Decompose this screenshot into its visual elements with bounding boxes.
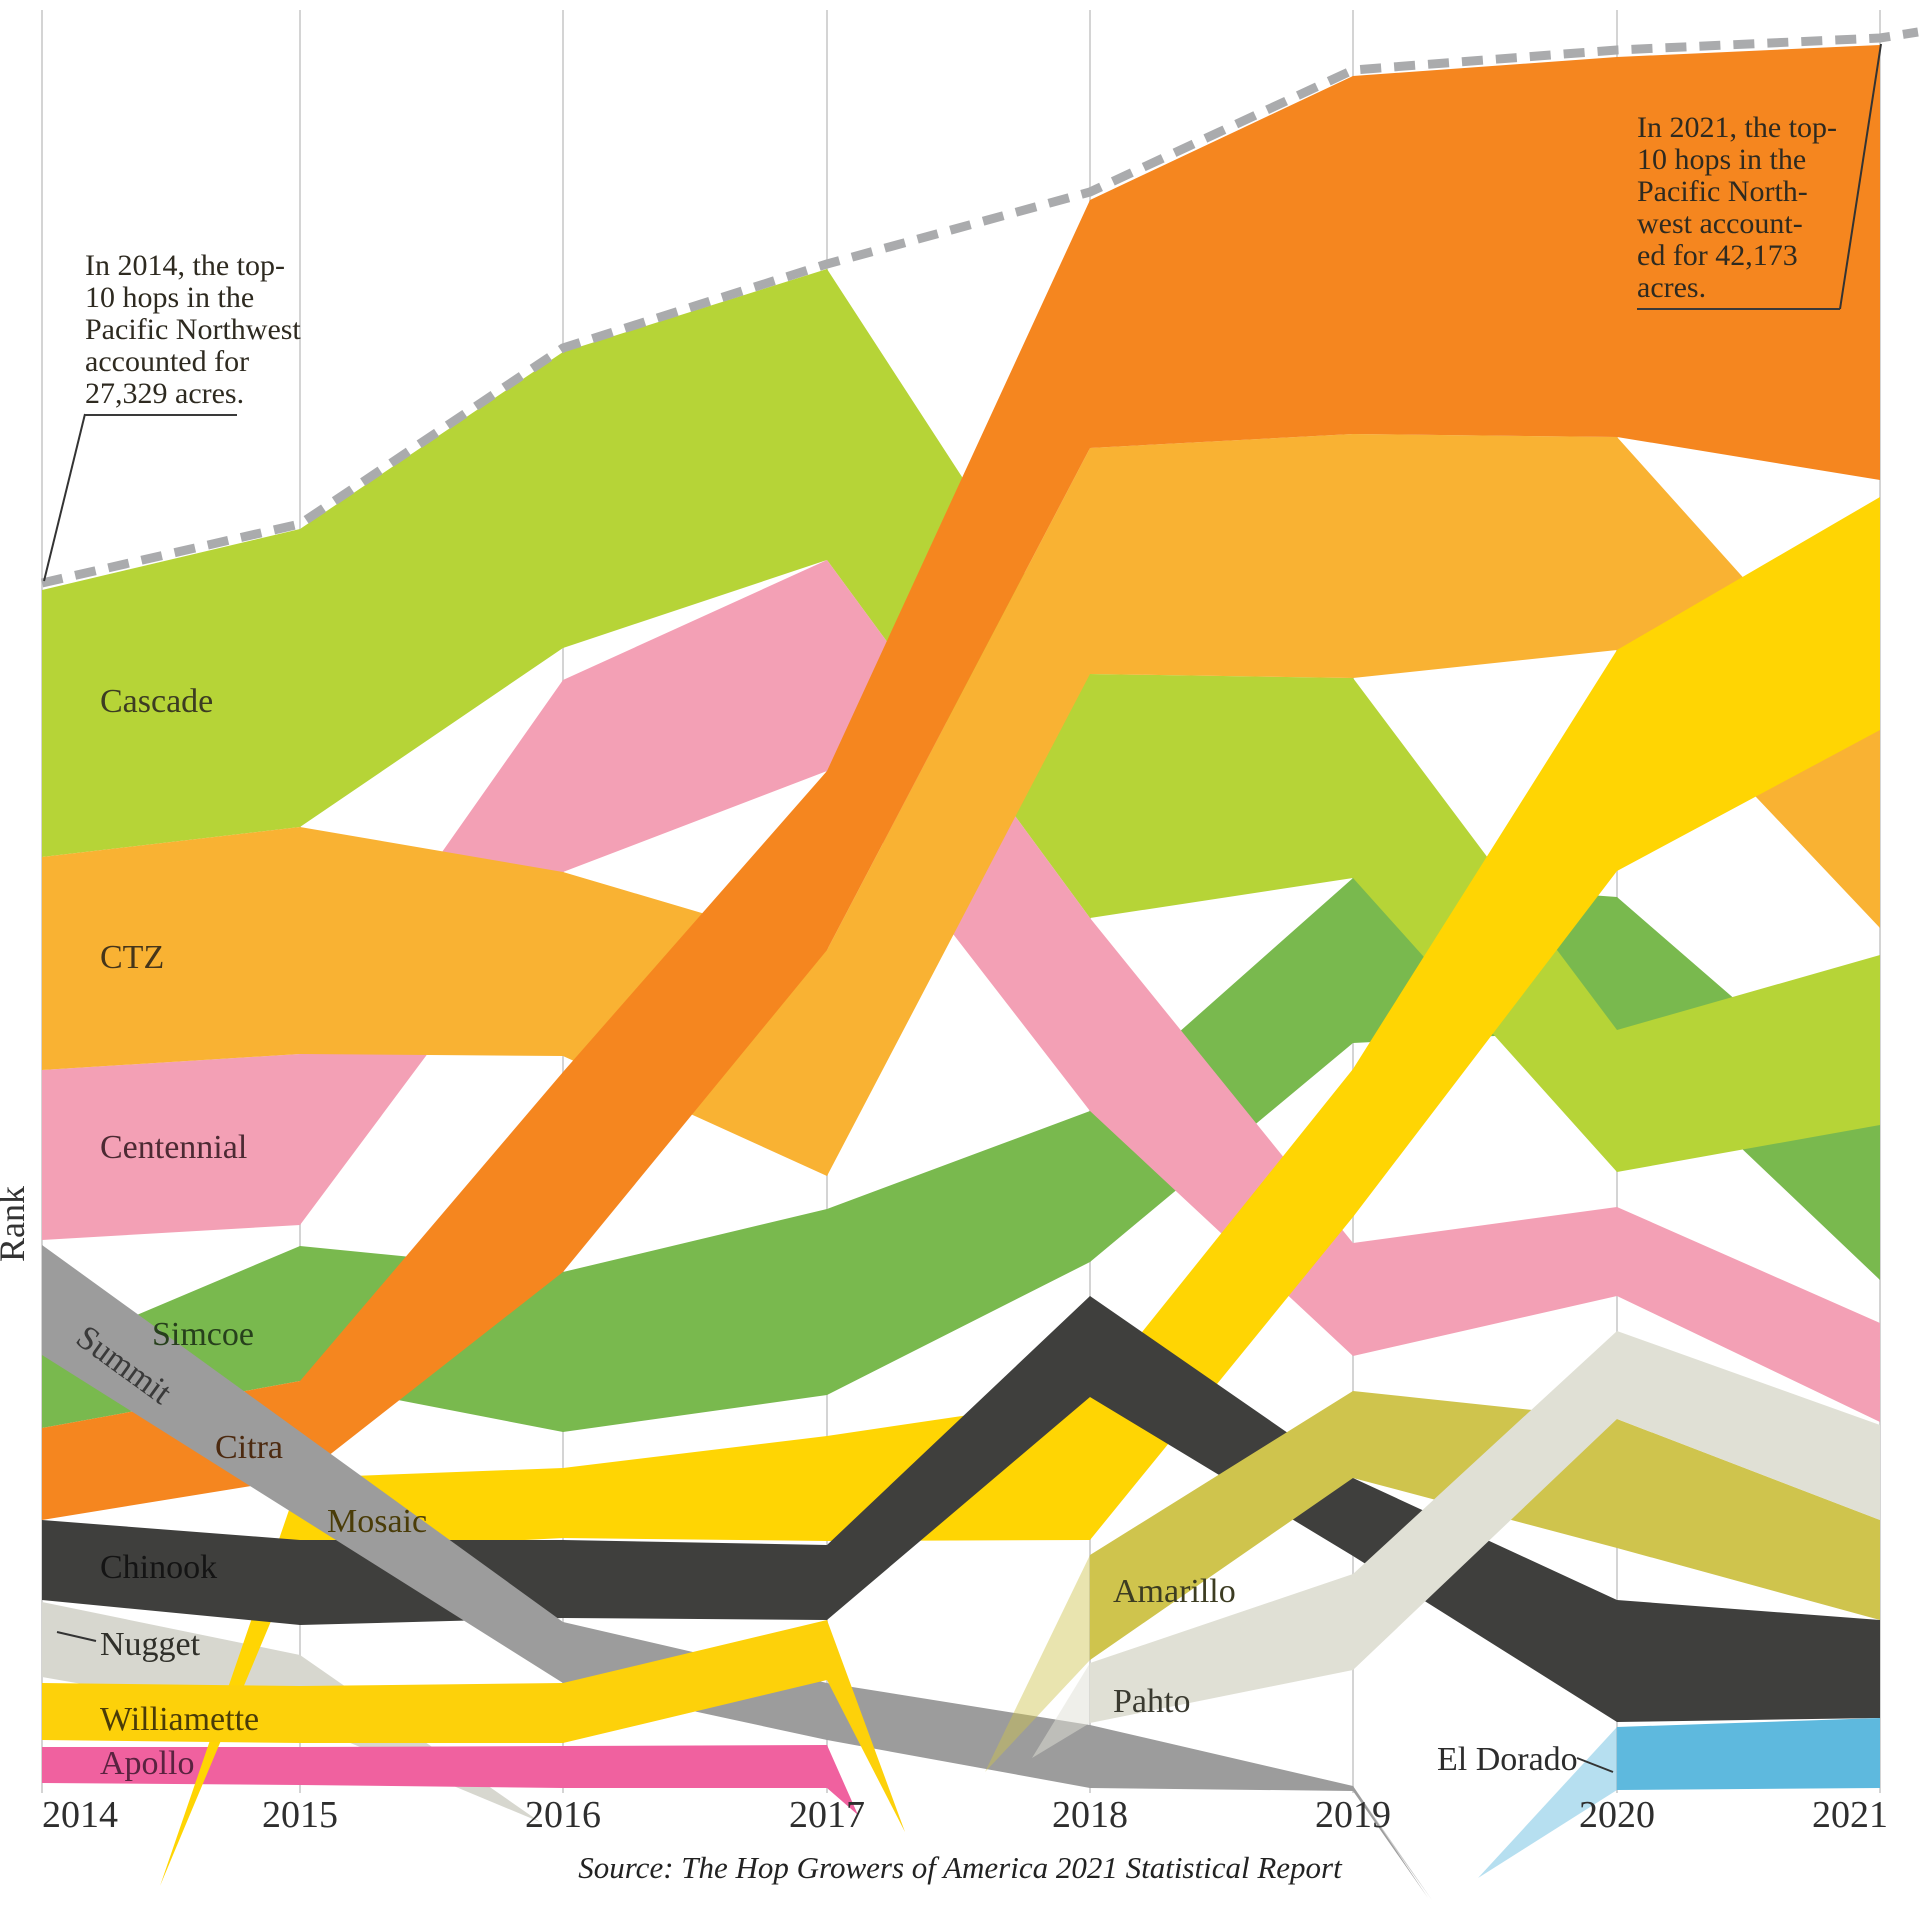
annotation-2014: In 2014, the top- 10 hops in the Pacific…	[85, 249, 301, 410]
axis-year-2018: 2018	[1052, 1794, 1128, 1836]
ribbon-mosaic	[160, 497, 1880, 1886]
label-apollo: Apollo	[100, 1745, 194, 1782]
label-nugget: Nugget	[100, 1626, 201, 1663]
label-simcoe: Simcoe	[152, 1316, 254, 1353]
ribbon-tail-amarillo	[985, 1555, 1090, 1772]
label-cascade: Cascade	[100, 683, 213, 720]
label-pahto: Pahto	[1113, 1683, 1190, 1720]
ribbon-el-dorado	[1617, 1718, 1880, 1790]
axis-year-2021: 2021	[1812, 1794, 1888, 1836]
ribbon-williamette	[42, 1620, 905, 1832]
annotation-2021-rule	[1637, 308, 1840, 310]
axis-year-2019: 2019	[1315, 1794, 1391, 1836]
ribbon-summit	[42, 1245, 1428, 1898]
label-chinook: Chinook	[100, 1549, 217, 1586]
nugget-callout-line	[56, 1631, 97, 1642]
label-el-dorado: El Dorado	[1437, 1741, 1578, 1778]
label-mosaic: Mosaic	[327, 1503, 427, 1540]
label-williamette: Williamette	[100, 1701, 259, 1738]
axis-year-2016: 2016	[525, 1794, 601, 1836]
total-acreage-dashed-line	[40, 27, 1919, 588]
ribbon-apollo	[42, 1745, 858, 1815]
annotation-2021: In 2021, the top- 10 hops in the Pacific…	[1637, 111, 1837, 304]
ribbon-centennial	[42, 560, 1880, 1422]
axis-year-2014: 2014	[42, 1794, 118, 1836]
label-ctz: CTZ	[100, 939, 164, 976]
annotation-2014-callout-line	[43, 413, 86, 582]
ribbon-pahto	[1090, 1331, 1880, 1723]
axis-year-2020: 2020	[1579, 1794, 1655, 1836]
ribbon-amarillo	[1090, 1391, 1880, 1660]
annotation-2021-callout-line	[1839, 43, 1882, 310]
axis-year-2017: 2017	[789, 1794, 865, 1836]
ribbon-tail-summit	[1353, 1786, 1432, 1900]
ribbon-ctz	[42, 434, 1880, 1176]
label-amarillo: Amarillo	[1113, 1573, 1236, 1610]
axis-year-2015: 2015	[262, 1794, 338, 1836]
ribbon-tail-el-dorado	[1478, 1727, 1617, 1878]
ribbon-tail-pahto	[1032, 1663, 1090, 1758]
rank-axis-label: Rank	[0, 1186, 32, 1262]
label-citra: Citra	[215, 1429, 283, 1466]
label-centennial: Centennial	[100, 1129, 247, 1166]
ribbon-citra	[42, 45, 1880, 1520]
el-dorado-callout-line	[1576, 1757, 1614, 1773]
annotation-2014-rule	[85, 414, 237, 416]
source-credit: Source: The Hop Growers of America 2021 …	[578, 1850, 1342, 1885]
